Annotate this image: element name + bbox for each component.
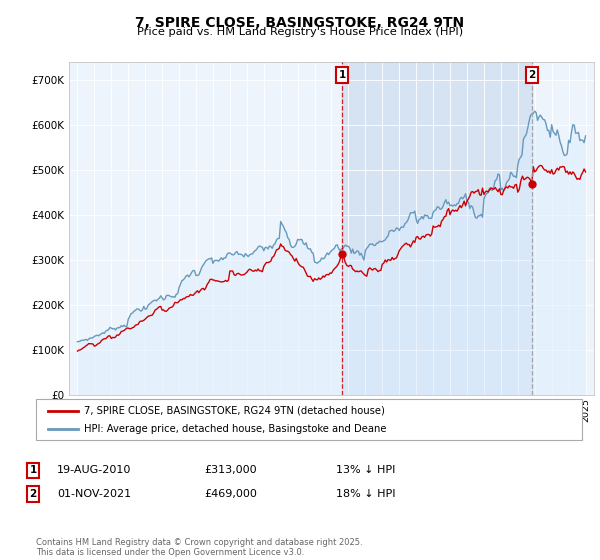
Text: Price paid vs. HM Land Registry's House Price Index (HPI): Price paid vs. HM Land Registry's House … bbox=[137, 27, 463, 37]
Text: 7, SPIRE CLOSE, BASINGSTOKE, RG24 9TN: 7, SPIRE CLOSE, BASINGSTOKE, RG24 9TN bbox=[136, 16, 464, 30]
Text: 18% ↓ HPI: 18% ↓ HPI bbox=[336, 489, 395, 499]
Text: 1: 1 bbox=[29, 465, 37, 475]
Text: £469,000: £469,000 bbox=[204, 489, 257, 499]
Text: 7, SPIRE CLOSE, BASINGSTOKE, RG24 9TN (detached house): 7, SPIRE CLOSE, BASINGSTOKE, RG24 9TN (d… bbox=[84, 405, 385, 416]
Text: 01-NOV-2021: 01-NOV-2021 bbox=[57, 489, 131, 499]
Text: 19-AUG-2010: 19-AUG-2010 bbox=[57, 465, 131, 475]
Text: £313,000: £313,000 bbox=[204, 465, 257, 475]
Text: 2: 2 bbox=[528, 70, 535, 80]
Text: HPI: Average price, detached house, Basingstoke and Deane: HPI: Average price, detached house, Basi… bbox=[84, 424, 386, 433]
Text: 1: 1 bbox=[338, 70, 346, 80]
Text: Contains HM Land Registry data © Crown copyright and database right 2025.
This d: Contains HM Land Registry data © Crown c… bbox=[36, 538, 362, 557]
Bar bbox=[342, 62, 532, 395]
Text: 2: 2 bbox=[29, 489, 37, 499]
Text: 13% ↓ HPI: 13% ↓ HPI bbox=[336, 465, 395, 475]
